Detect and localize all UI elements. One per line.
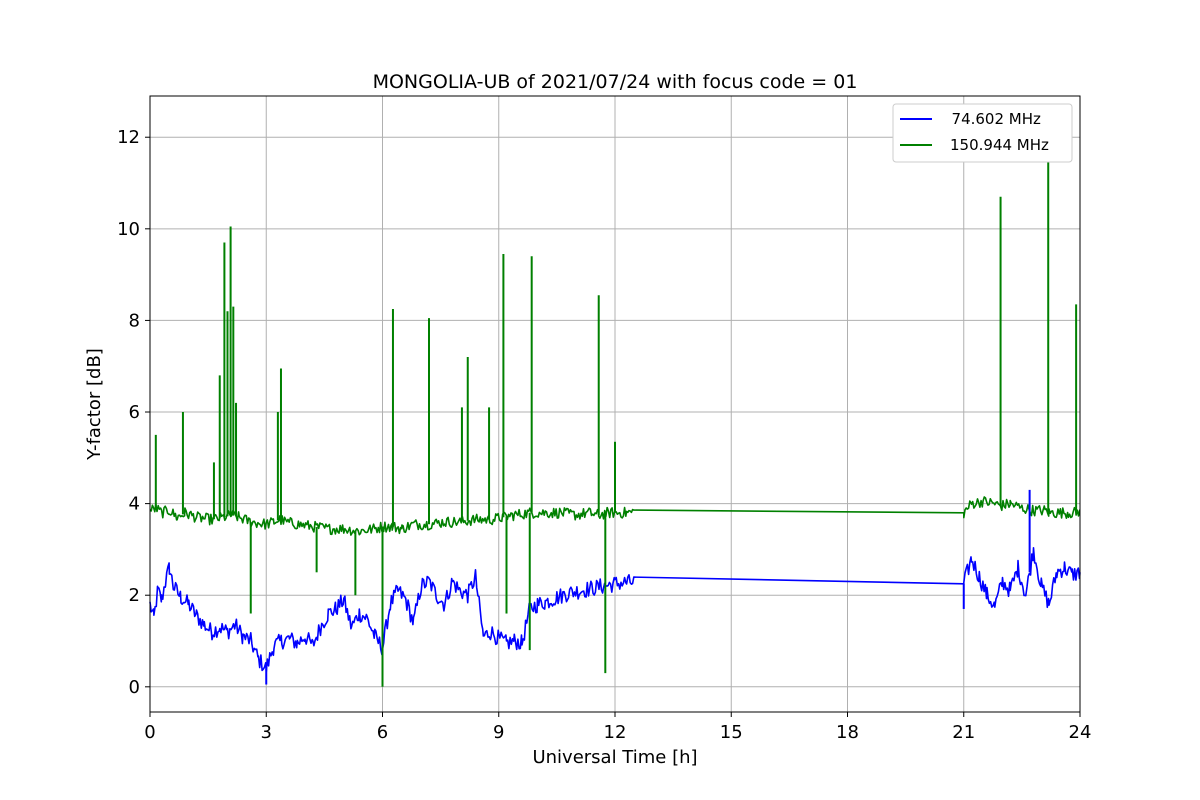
- x-tick-label: 24: [1069, 722, 1092, 743]
- x-tick-label: 3: [261, 722, 272, 743]
- x-tick-label: 6: [377, 722, 388, 743]
- y-tick-label: 4: [129, 494, 140, 515]
- series-line: [149, 496, 1081, 536]
- legend: 74.602 MHz 150.944 MHz: [892, 103, 1073, 163]
- legend-box: [892, 103, 1073, 163]
- legend-label-150mhz: 150.944 MHz: [950, 136, 1049, 154]
- x-tick-label: 12: [604, 722, 627, 743]
- legend-label-74mhz: 74.602 MHz: [942, 110, 1041, 128]
- x-tick-label: 0: [144, 722, 155, 743]
- y-tick-label: 12: [117, 127, 140, 148]
- plot-series: [149, 123, 1081, 687]
- x-tick-label: 18: [836, 722, 859, 743]
- y-axis-ticks: 0 2 4 6 8 10 12: [117, 127, 150, 698]
- y-tick-label: 8: [129, 310, 140, 331]
- chart-title: MONGOLIA-UB of 2021/07/24 with focus cod…: [373, 71, 858, 93]
- y-tick-label: 10: [117, 219, 140, 240]
- y-tick-label: 2: [129, 585, 140, 606]
- x-axis-title: Universal Time [h]: [532, 747, 697, 768]
- x-tick-label: 15: [720, 722, 743, 743]
- x-tick-label: 21: [952, 722, 975, 743]
- y-tick-label: 0: [129, 677, 140, 698]
- y-axis-title: Y-factor [dB]: [84, 348, 105, 461]
- x-tick-label: 9: [493, 722, 504, 743]
- x-axis-ticks: 0 3 6 9 12 15 18 21 24: [144, 712, 1091, 743]
- y-tick-label: 6: [129, 402, 140, 423]
- series-line: [149, 547, 1081, 673]
